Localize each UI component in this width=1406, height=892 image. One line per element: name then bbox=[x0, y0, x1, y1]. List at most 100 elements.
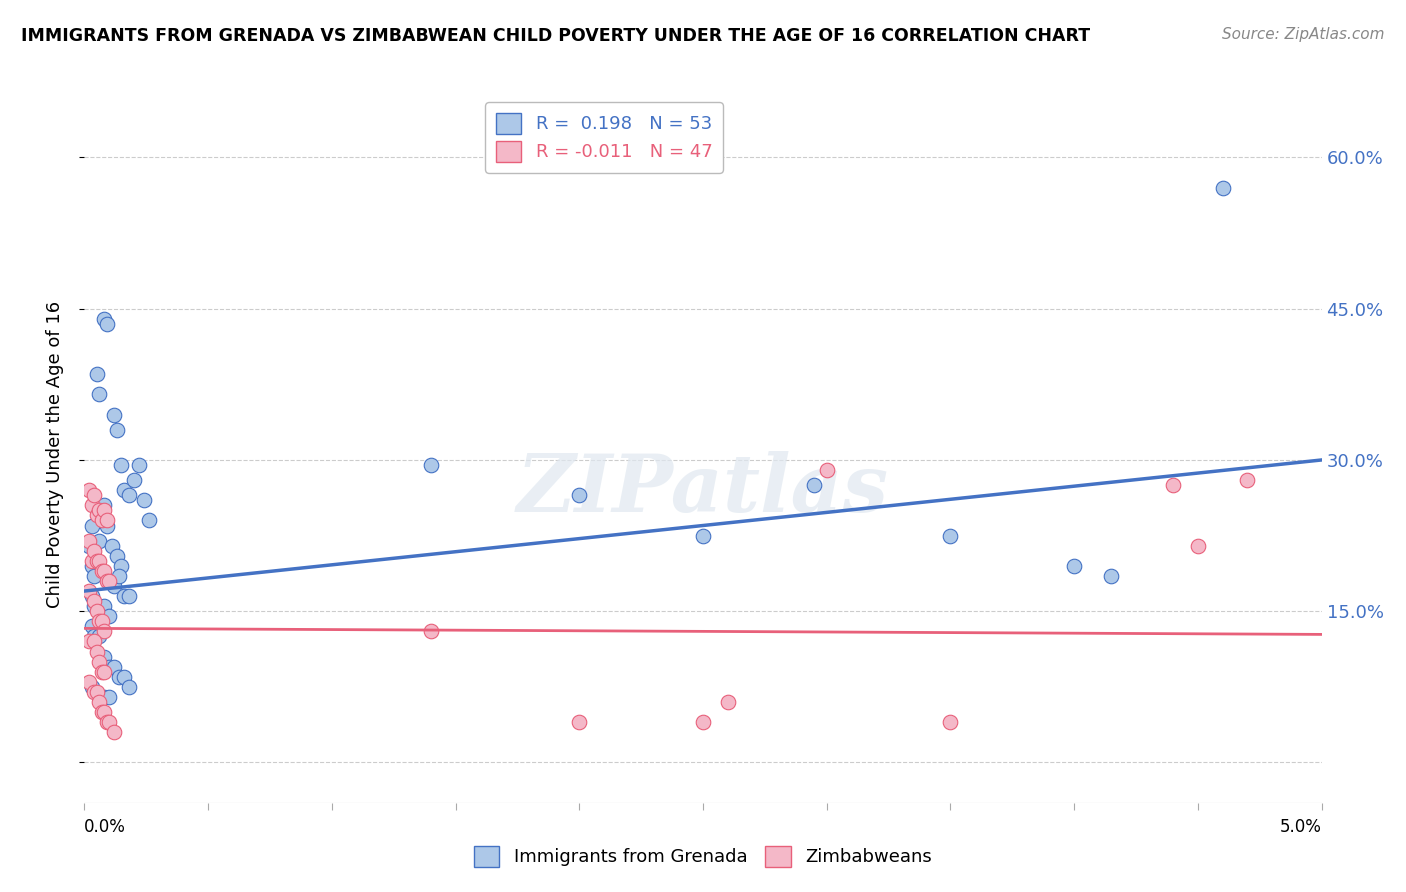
Point bbox=[118, 680, 141, 694]
Point bbox=[83, 488, 105, 502]
Point bbox=[692, 715, 714, 730]
Legend: Immigrants from Grenada, Zimbabweans: Immigrants from Grenada, Zimbabweans bbox=[467, 838, 939, 874]
Point bbox=[568, 715, 591, 730]
Point bbox=[108, 569, 131, 583]
Point bbox=[96, 518, 118, 533]
Point bbox=[939, 528, 962, 542]
Point bbox=[112, 483, 135, 498]
Text: 5.0%: 5.0% bbox=[1279, 818, 1322, 836]
Point bbox=[96, 513, 118, 527]
Point bbox=[419, 624, 441, 639]
Point bbox=[80, 518, 103, 533]
Point bbox=[110, 558, 132, 573]
Point bbox=[100, 539, 122, 553]
Point bbox=[89, 629, 111, 643]
Point bbox=[803, 478, 825, 492]
Point bbox=[79, 539, 101, 553]
Point bbox=[103, 659, 125, 673]
Point bbox=[89, 615, 111, 629]
Point bbox=[83, 599, 105, 614]
Point bbox=[83, 634, 105, 648]
Point bbox=[128, 458, 150, 472]
Point bbox=[83, 594, 105, 608]
Point bbox=[1212, 180, 1234, 194]
Point bbox=[80, 558, 103, 573]
Point bbox=[1099, 569, 1122, 583]
Text: 0.0%: 0.0% bbox=[84, 818, 127, 836]
Point bbox=[89, 387, 111, 401]
Point bbox=[90, 705, 112, 719]
Point bbox=[112, 589, 135, 603]
Point bbox=[90, 665, 112, 679]
Point bbox=[103, 579, 125, 593]
Point bbox=[112, 670, 135, 684]
Point bbox=[98, 715, 121, 730]
Point bbox=[96, 715, 118, 730]
Point bbox=[105, 423, 128, 437]
Point bbox=[568, 488, 591, 502]
Point bbox=[132, 493, 155, 508]
Point bbox=[80, 554, 103, 568]
Point bbox=[98, 609, 121, 624]
Point bbox=[93, 665, 115, 679]
Point bbox=[98, 659, 121, 673]
Point bbox=[939, 715, 962, 730]
Point bbox=[118, 589, 141, 603]
Point bbox=[80, 619, 103, 633]
Point bbox=[93, 690, 115, 704]
Point bbox=[108, 670, 131, 684]
Point bbox=[98, 574, 121, 588]
Point bbox=[93, 705, 115, 719]
Point bbox=[79, 634, 101, 648]
Point bbox=[419, 458, 441, 472]
Point bbox=[89, 503, 111, 517]
Point bbox=[93, 624, 115, 639]
Point bbox=[89, 554, 111, 568]
Point bbox=[89, 533, 111, 548]
Point bbox=[93, 649, 115, 664]
Point bbox=[122, 473, 145, 487]
Point bbox=[86, 604, 108, 618]
Point bbox=[110, 458, 132, 472]
Point bbox=[93, 311, 115, 326]
Point bbox=[90, 513, 112, 527]
Point bbox=[80, 680, 103, 694]
Point bbox=[93, 499, 115, 513]
Point bbox=[103, 408, 125, 422]
Y-axis label: Child Poverty Under the Age of 16: Child Poverty Under the Age of 16 bbox=[45, 301, 63, 608]
Point bbox=[1187, 539, 1209, 553]
Text: ZIPatlas: ZIPatlas bbox=[517, 451, 889, 528]
Point bbox=[692, 528, 714, 542]
Point bbox=[93, 503, 115, 517]
Point bbox=[86, 644, 108, 658]
Point bbox=[93, 599, 115, 614]
Point bbox=[103, 725, 125, 739]
Point bbox=[96, 317, 118, 331]
Point bbox=[79, 533, 101, 548]
Point bbox=[86, 508, 108, 523]
Text: Source: ZipAtlas.com: Source: ZipAtlas.com bbox=[1222, 27, 1385, 42]
Point bbox=[83, 569, 105, 583]
Legend: R =  0.198   N = 53, R = -0.011   N = 47: R = 0.198 N = 53, R = -0.011 N = 47 bbox=[485, 103, 723, 173]
Point bbox=[1063, 558, 1085, 573]
Point bbox=[86, 554, 108, 568]
Point bbox=[80, 499, 103, 513]
Point bbox=[89, 690, 111, 704]
Point bbox=[93, 564, 115, 578]
Point bbox=[83, 629, 105, 643]
Point bbox=[83, 685, 105, 699]
Point bbox=[1236, 473, 1258, 487]
Point bbox=[79, 674, 101, 689]
Point bbox=[89, 655, 111, 669]
Point bbox=[90, 615, 112, 629]
Point bbox=[1161, 478, 1184, 492]
Point bbox=[86, 685, 108, 699]
Point bbox=[89, 599, 111, 614]
Point bbox=[79, 584, 101, 599]
Point bbox=[96, 574, 118, 588]
Point bbox=[86, 368, 108, 382]
Point bbox=[83, 543, 105, 558]
Text: IMMIGRANTS FROM GRENADA VS ZIMBABWEAN CHILD POVERTY UNDER THE AGE OF 16 CORRELAT: IMMIGRANTS FROM GRENADA VS ZIMBABWEAN CH… bbox=[21, 27, 1090, 45]
Point bbox=[815, 463, 838, 477]
Point bbox=[138, 513, 160, 527]
